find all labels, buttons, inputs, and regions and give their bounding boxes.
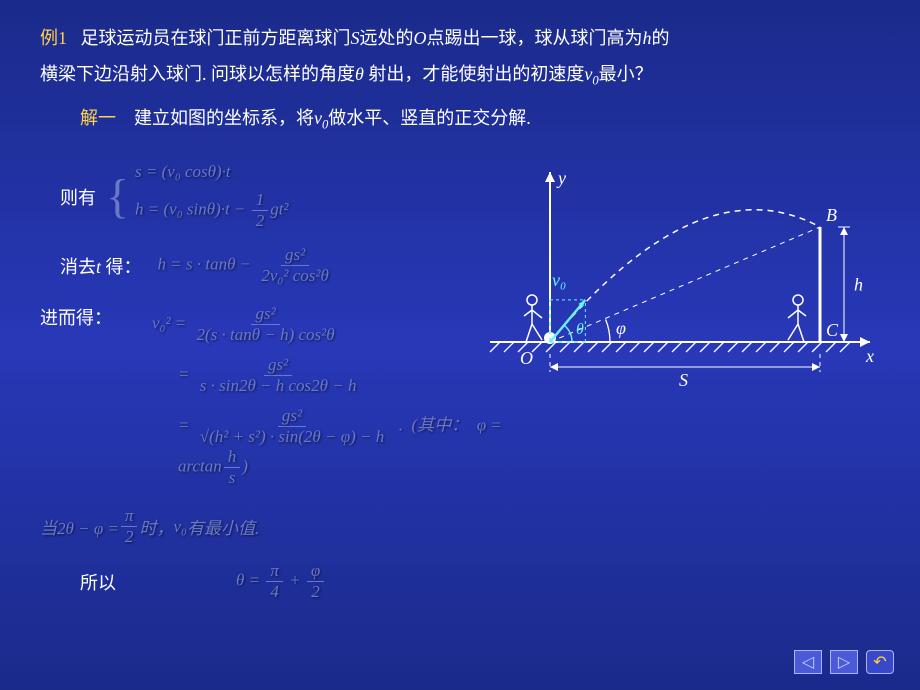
text: + xyxy=(285,571,305,590)
text: 消去 xyxy=(60,257,96,277)
num: gs² xyxy=(251,304,279,325)
text: 足球运动员在球门正前方距离球门 xyxy=(81,28,351,48)
text: 远处的 xyxy=(360,28,414,48)
svg-text:h: h xyxy=(854,275,863,295)
text: 最小？ xyxy=(599,64,653,84)
text: 时， xyxy=(139,514,173,539)
text: 建立如图的坐标系，将 xyxy=(134,108,314,128)
svg-text:v₀: v₀ xyxy=(552,270,566,290)
var-h: h xyxy=(643,28,652,48)
text: h = s · tanθ − xyxy=(158,255,256,274)
text: = xyxy=(178,416,194,435)
text: (其中： xyxy=(412,416,469,435)
solution-label: 解一 xyxy=(80,108,116,128)
eq4: v₀² = gs²2(s · tanθ − h) cos²θ xyxy=(152,304,341,345)
svg-text:y: y xyxy=(556,168,566,188)
svg-text:O: O xyxy=(520,348,533,368)
svg-text:B: B xyxy=(826,205,837,225)
den: 2v₀² cos²θ xyxy=(257,266,332,286)
slide: { "colors": { "background_top": "#1a2a8a… xyxy=(0,0,920,690)
eq6: = gs²√(h² + s²) · sin(2θ − φ) − h . (其中：… xyxy=(178,406,520,488)
text: v₀² = xyxy=(152,314,191,333)
text: θ = xyxy=(236,571,264,590)
svg-text:C: C xyxy=(826,320,839,340)
text: 点踢出一球，球从球门高为 xyxy=(427,28,643,48)
text: ) xyxy=(242,457,248,476)
var-v0: v₀ xyxy=(173,517,186,537)
var-S: S xyxy=(351,28,360,48)
svg-text:θ: θ xyxy=(576,321,584,338)
text: gt² xyxy=(270,200,288,219)
brace-icon: { xyxy=(106,178,129,216)
example-label: 例1 xyxy=(40,28,67,48)
physics-diagram: y x O B C Sh v₀ θ φ xyxy=(470,152,890,392)
num: π xyxy=(266,561,283,582)
equation-system: s = (v₀ cosθ)·t h = (v₀ sinθ)·t − 12gt² xyxy=(135,162,288,231)
svg-text:φ: φ xyxy=(616,318,626,338)
text: 当2θ − φ = xyxy=(40,514,119,539)
math-column: 则有 { s = (v₀ cosθ)·t h = (v₀ sinθ)·t − 1… xyxy=(40,152,520,612)
den: 2(s · tanθ − h) cos²θ xyxy=(193,325,339,345)
svg-text:x: x xyxy=(865,346,874,366)
text: 得： xyxy=(106,257,142,277)
den: 2 xyxy=(121,527,138,547)
eq3: h = s · tanθ − gs²2v₀² cos²θ xyxy=(158,245,335,286)
return-icon: ↶ xyxy=(873,652,886,672)
text: 的 xyxy=(652,28,670,48)
label-elim: 消去t 得： xyxy=(60,253,142,279)
num: π xyxy=(121,506,138,527)
next-icon: ▷ xyxy=(838,652,850,672)
eq-final: θ = π4 + φ2 xyxy=(236,561,326,602)
num: h xyxy=(224,447,241,468)
label-then2: 进而得： xyxy=(40,304,112,330)
text: 射出，才能使射出的初速度 xyxy=(368,64,584,84)
text: 做水平、竖直的正交分解. xyxy=(328,108,531,128)
var-O: O xyxy=(414,28,427,48)
den: 2 xyxy=(307,582,324,602)
den: s xyxy=(225,468,240,488)
num: φ xyxy=(307,561,324,582)
text: 横梁下边沿射入球门. 问球以怎样的角度 xyxy=(40,64,355,84)
var-t: t xyxy=(96,257,106,277)
min-condition: 当2θ − φ = π2时，v₀有最小值. xyxy=(40,506,520,547)
var-v: v xyxy=(314,108,322,128)
den: s · sin2θ − h cos2θ − h xyxy=(196,376,361,396)
num: gs² xyxy=(281,245,309,266)
eq2: h = (v₀ sinθ)·t − 12gt² xyxy=(135,190,288,231)
num: 1 xyxy=(252,190,269,211)
text: = xyxy=(178,365,194,384)
problem-statement: 例1 足球运动员在球门正前方距离球门S远处的O点踢出一球，球从球门高为h的 横梁… xyxy=(40,20,880,94)
var-theta: θ xyxy=(355,64,368,84)
eq1: s = (v₀ cosθ)·t xyxy=(135,162,288,182)
text: 有最小值. xyxy=(187,514,259,539)
text: h = (v₀ sinθ)·t − xyxy=(135,200,250,219)
prev-icon: ◁ xyxy=(802,652,814,672)
eq5: = gs²s · sin2θ − h cos2θ − h xyxy=(178,355,363,396)
svg-text:S: S xyxy=(679,370,688,390)
label-so: 所以 xyxy=(80,569,116,595)
next-button[interactable]: ▷ xyxy=(830,650,858,674)
label-then: 则有 xyxy=(60,184,96,210)
num: gs² xyxy=(264,355,292,376)
prev-button[interactable]: ◁ xyxy=(794,650,822,674)
den: 4 xyxy=(266,582,283,602)
num: gs² xyxy=(278,406,306,427)
den: 2 xyxy=(252,211,269,231)
return-button[interactable]: ↶ xyxy=(866,650,894,674)
nav-buttons: ◁ ▷ ↶ xyxy=(794,650,894,674)
solution-intro: 解一 建立如图的坐标系，将v0做水平、竖直的正交分解. xyxy=(40,104,880,133)
den: √(h² + s²) · sin(2θ − φ) − h xyxy=(196,427,389,447)
